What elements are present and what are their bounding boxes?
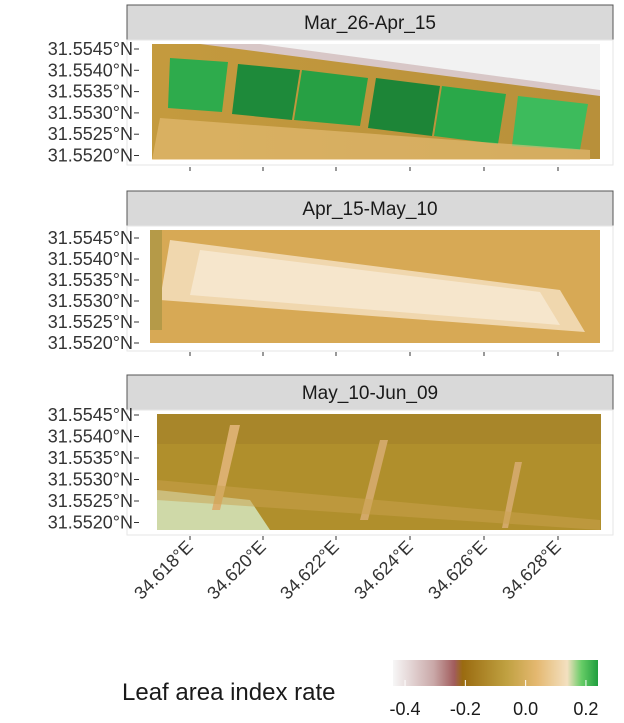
- y-tick-label: 31.5535°N: [48, 448, 133, 468]
- x-tick-label: 34.626°E: [424, 537, 491, 604]
- y-tick-label: 31.5540°N: [48, 249, 133, 269]
- panel-title: Mar_26-Apr_15: [304, 13, 436, 34]
- raster: [150, 230, 600, 343]
- y-tick-label: 31.5525°N: [48, 312, 133, 332]
- x-tick-label: 34.624°E: [350, 537, 417, 604]
- y-tick-label: 31.5520°N: [48, 146, 133, 166]
- panel-title: Apr_15-May_10: [302, 199, 437, 220]
- y-tick-label: 31.5540°N: [48, 60, 133, 80]
- raster: [157, 414, 601, 530]
- legend-tick-label: -0.4: [390, 699, 421, 719]
- y-tick-label: 31.5535°N: [48, 82, 133, 102]
- panel-strip: [126, 4, 614, 41]
- colorbar: [393, 660, 598, 686]
- x-tick-label: 34.620°E: [203, 537, 270, 604]
- raster: [152, 44, 600, 160]
- y-tick-label: 31.5530°N: [48, 470, 133, 490]
- legend-title: Leaf area index rate: [122, 679, 335, 706]
- panel-title: May_10-Jun_09: [302, 383, 438, 404]
- y-tick-label: 31.5545°N: [48, 228, 133, 248]
- y-tick-label: 31.5535°N: [48, 270, 133, 290]
- y-tick-label: 31.5545°N: [48, 405, 133, 425]
- y-tick-label: 31.5525°N: [48, 491, 133, 511]
- legend-tick-label: 0.0: [513, 699, 538, 719]
- y-tick-label: 31.5530°N: [48, 291, 133, 311]
- y-tick-label: 31.5545°N: [48, 39, 133, 59]
- legend-tick-label: -0.2: [450, 699, 481, 719]
- legend-tick-label: 0.2: [573, 699, 598, 719]
- y-tick-label: 31.5540°N: [48, 427, 133, 447]
- y-tick-label: 31.5520°N: [48, 333, 133, 353]
- y-tick-label: 31.5525°N: [48, 124, 133, 144]
- y-tick-label: 31.5530°N: [48, 103, 133, 123]
- x-tick-label: 34.622°E: [276, 537, 343, 604]
- y-tick-label: 31.5520°N: [48, 513, 133, 533]
- x-tick-label: 34.628°E: [498, 537, 565, 604]
- panel-strip: [126, 190, 614, 227]
- x-tick-label: 34.618°E: [130, 537, 197, 604]
